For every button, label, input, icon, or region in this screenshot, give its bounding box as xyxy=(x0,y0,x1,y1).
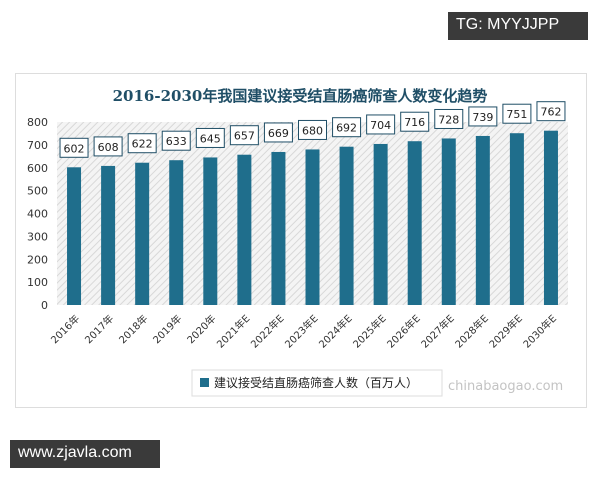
x-tick-label: 2018年 xyxy=(116,312,150,346)
y-tick-label: 400 xyxy=(27,208,48,221)
y-tick-label: 100 xyxy=(27,276,48,289)
x-tick-label: 2024年E xyxy=(316,312,355,351)
bar xyxy=(543,130,558,305)
data-label-box xyxy=(93,136,123,157)
bar xyxy=(509,133,524,305)
x-tick-label: 2029年E xyxy=(486,312,525,351)
data-label-box xyxy=(298,119,327,140)
data-label-box xyxy=(536,101,566,122)
data-label: 704 xyxy=(370,119,391,132)
bar xyxy=(203,157,218,305)
bar xyxy=(373,143,388,305)
data-label-box xyxy=(195,127,225,148)
y-tick-label: 0 xyxy=(41,299,48,312)
bar xyxy=(339,146,354,305)
data-label-box xyxy=(366,114,396,135)
bar xyxy=(237,154,252,305)
data-label: 633 xyxy=(166,135,187,148)
legend-swatch xyxy=(200,378,209,387)
data-label-box xyxy=(502,103,532,124)
data-label-box xyxy=(59,137,89,158)
data-label: 602 xyxy=(64,142,85,155)
x-tick-label: 2022年E xyxy=(248,312,287,351)
legend-label: 建议接受结直肠癌筛查人数（百万人） xyxy=(214,375,418,390)
bar xyxy=(135,162,150,305)
data-label-box xyxy=(229,125,259,146)
x-tick-label: 2026年E xyxy=(384,312,423,351)
x-tick-label: 2028年E xyxy=(452,312,491,351)
data-label-box xyxy=(400,111,430,132)
logo-watermark: chinabaogao.com xyxy=(448,379,563,394)
y-tick-label: 600 xyxy=(27,162,48,175)
bar xyxy=(101,165,116,305)
bar xyxy=(475,135,490,305)
bar xyxy=(271,151,286,305)
chart-title: 2016-2030年我国建议接受结直肠癌筛查人数变化趋势 xyxy=(113,87,488,105)
y-tick-label: 800 xyxy=(27,116,48,129)
data-label: 716 xyxy=(404,116,425,129)
bar xyxy=(67,167,82,305)
data-label-box xyxy=(434,108,464,129)
data-label: 739 xyxy=(472,111,493,124)
x-tick-label: 2020年 xyxy=(184,312,218,346)
data-label: 692 xyxy=(336,122,357,135)
x-tick-label: 2021年E xyxy=(214,312,253,351)
y-tick-label: 200 xyxy=(27,253,48,266)
data-label-box xyxy=(332,117,362,138)
x-tick-label: 2023年E xyxy=(282,312,321,351)
data-label: 669 xyxy=(268,127,289,140)
bar xyxy=(407,141,422,305)
data-label: 751 xyxy=(506,108,527,121)
x-tick-label: 2030年E xyxy=(520,312,559,351)
x-tick-label: 2017年 xyxy=(82,312,116,346)
y-tick-label: 500 xyxy=(27,185,48,198)
bar xyxy=(169,160,184,305)
data-label: 762 xyxy=(540,106,561,119)
x-tick-label: 2025年E xyxy=(350,312,389,351)
x-tick-label: 2019年 xyxy=(150,312,184,346)
data-label: 657 xyxy=(234,130,255,143)
data-label-box xyxy=(468,106,498,127)
y-tick-label: 300 xyxy=(27,230,48,243)
data-label-box xyxy=(263,122,293,143)
data-label: 608 xyxy=(98,141,119,154)
x-tick-label: 2016年 xyxy=(48,312,82,346)
data-label: 680 xyxy=(302,124,323,137)
data-label: 728 xyxy=(438,113,459,126)
data-label-box xyxy=(127,133,157,154)
data-label: 622 xyxy=(132,138,153,151)
data-label-box xyxy=(161,130,191,151)
y-tick-label: 700 xyxy=(27,139,48,152)
bar xyxy=(441,138,456,305)
bar xyxy=(305,149,320,305)
x-tick-label: 2027年E xyxy=(418,312,457,351)
data-label: 645 xyxy=(200,132,221,145)
watermark-bottom: www.zjavla.com xyxy=(10,440,160,468)
legend: 建议接受结直肠癌筛查人数（百万人） xyxy=(191,369,443,397)
watermark-top: TG: MYYJJPP xyxy=(448,12,588,40)
